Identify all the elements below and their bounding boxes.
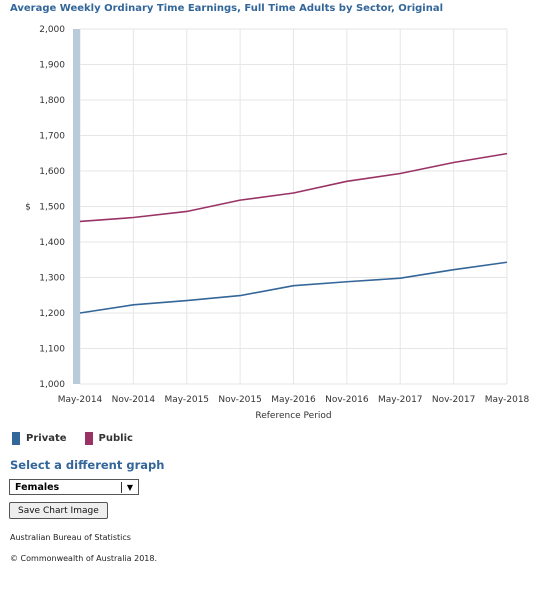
- x-tick-label: Nov-2017: [432, 395, 475, 405]
- source-text: Australian Bureau of Statistics: [10, 533, 131, 542]
- legend-swatch-public: [84, 432, 93, 445]
- legend-item-public[interactable]: Public: [84, 432, 133, 445]
- y-tick-label: 1,900: [39, 61, 65, 71]
- legend-item-private[interactable]: Private: [12, 432, 67, 445]
- data-point-private[interactable]: [504, 259, 510, 265]
- dropdown-selected-value: Females: [15, 481, 60, 493]
- line-chart: 1,000 1,100 1,200 1,300 1,400 1,500 1,600 1,700…: [25, 25, 530, 421]
- chart-title: Average Weekly Ordinary Time Earnings, F…: [10, 3, 444, 14]
- series-line-private[interactable]: [79, 261, 508, 314]
- y-tick-label: 1,300: [39, 274, 65, 284]
- legend-label-private: Private: [26, 433, 67, 444]
- data-point-public[interactable]: [130, 215, 136, 221]
- x-tick-label: May-2016: [271, 395, 316, 405]
- y-tick-label: 2,000: [39, 25, 65, 35]
- data-point-private[interactable]: [237, 293, 243, 299]
- data-point-public[interactable]: [451, 159, 457, 165]
- data-point-private[interactable]: [344, 279, 350, 285]
- x-tick-label: Nov-2016: [325, 395, 369, 405]
- x-tick-label: Nov-2014: [112, 395, 156, 405]
- series-lines: [77, 151, 510, 316]
- data-point-public[interactable]: [397, 170, 403, 176]
- data-point-private[interactable]: [130, 302, 136, 308]
- y-tick-label: 1,800: [39, 96, 65, 106]
- x-tick-label: May-2015: [164, 395, 209, 405]
- x-tick-label: May-2018: [485, 395, 530, 405]
- x-axis-label: Reference Period: [255, 411, 331, 421]
- legend-swatch-private: [12, 432, 20, 445]
- y-tick-label: 1,400: [39, 238, 65, 248]
- data-point-private[interactable]: [397, 275, 403, 281]
- x-tick-label: May-2014: [58, 395, 103, 405]
- y-axis-band: [73, 29, 80, 384]
- select-graph-heading: Select a different graph: [10, 458, 165, 472]
- y-tick-label: 1,100: [39, 345, 65, 355]
- series-line-public[interactable]: [79, 152, 508, 223]
- chevron-down-icon[interactable]: ▼: [126, 482, 134, 492]
- data-point-public[interactable]: [291, 190, 297, 196]
- grid-lines: [79, 28, 508, 385]
- save-chart-image-button[interactable]: Save Chart Image: [9, 502, 108, 519]
- y-tick-label: 1,000: [39, 380, 65, 390]
- y-tick-labels: 1,000 1,100 1,200 1,300 1,400 1,500 1,600 1,700…: [39, 25, 65, 390]
- y-tick-label: 1,600: [39, 167, 65, 177]
- copyright-text: © Commonwealth of Australia 2018.: [10, 554, 157, 563]
- data-point-public[interactable]: [77, 218, 83, 224]
- x-tick-labels: May-2014 Nov-2014 May-2015 Nov-2015 May-2016…: [58, 395, 530, 405]
- y-tick-label: 1,500: [39, 203, 65, 213]
- data-point-private[interactable]: [184, 298, 190, 304]
- graph-select-dropdown[interactable]: Females ▼: [9, 479, 139, 495]
- y-tick-label: 1,700: [39, 132, 65, 142]
- legend-label-public: Public: [98, 433, 133, 444]
- y-tick-label: 1,200: [39, 309, 65, 319]
- x-tick-label: Nov-2015: [218, 395, 261, 405]
- data-point-public[interactable]: [344, 178, 350, 184]
- y-axis-label: $: [25, 203, 31, 213]
- data-point-private[interactable]: [451, 267, 457, 273]
- data-point-private[interactable]: [77, 310, 83, 316]
- data-point-public[interactable]: [184, 208, 190, 214]
- chart-legend: Private Public: [12, 432, 151, 445]
- data-point-public[interactable]: [237, 197, 243, 203]
- x-tick-label: May-2017: [378, 395, 423, 405]
- data-point-public[interactable]: [504, 151, 510, 157]
- dropdown-separator: [121, 481, 122, 493]
- data-point-private[interactable]: [291, 283, 297, 289]
